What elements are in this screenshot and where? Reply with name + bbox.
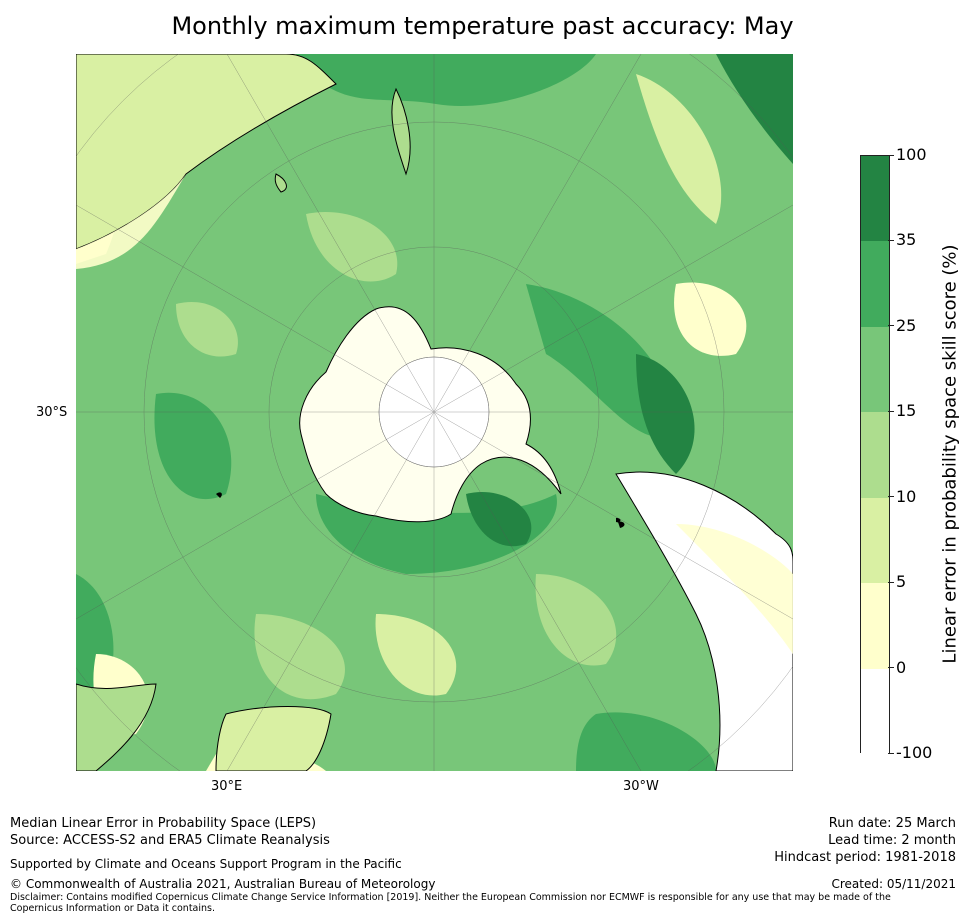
footer-disclaimer: Disclaimer: Contains modified Copernicus… xyxy=(10,892,891,914)
footer-source: Source: ACCESS-S2 and ERA5 Climate Reana… xyxy=(10,833,330,848)
colorbar-tick xyxy=(888,581,894,583)
colorbar-tick xyxy=(888,325,894,327)
colorbar-segment xyxy=(861,241,889,328)
colorbar-tick-label: 100 xyxy=(896,145,927,164)
colorbar-tick xyxy=(888,667,894,669)
colorbar-tick xyxy=(888,410,894,412)
footer-created: Created: 05/11/2021 xyxy=(831,877,956,891)
lon-label-30e: 30°E xyxy=(211,779,243,794)
colorbar-tick-label: 15 xyxy=(896,401,917,421)
colorbar-segment xyxy=(861,156,889,242)
colorbar-tick-label: 5 xyxy=(896,572,907,592)
colorbar-tick-label: 0 xyxy=(896,657,907,677)
skill-map xyxy=(76,54,793,771)
lat-label-30s: 30°S xyxy=(36,405,68,420)
colorbar-segment xyxy=(861,668,889,755)
colorbar-tick-label: -100 xyxy=(896,743,933,762)
footer-hindcast: Hindcast period: 1981-2018 xyxy=(774,850,956,865)
colorbar xyxy=(860,155,890,755)
map-title: Monthly maximum temperature past accurac… xyxy=(171,12,794,40)
colorbar-tick xyxy=(888,239,894,241)
polar-map xyxy=(76,54,793,771)
graticule xyxy=(76,54,793,771)
landmass xyxy=(76,54,793,771)
colorbar-tick xyxy=(888,496,894,498)
colorbar-segment xyxy=(861,497,889,584)
footer-support: Supported by Climate and Oceans Support … xyxy=(10,857,402,871)
colorbar-tick xyxy=(888,154,894,156)
lon-label-30w: 30°W xyxy=(623,779,659,794)
colorbar-segment xyxy=(861,326,889,413)
footer-copyright: © Commonwealth of Australia 2021, Austra… xyxy=(10,877,436,891)
colorbar-tick-label: 25 xyxy=(896,315,917,335)
colorbar-segment xyxy=(861,412,889,499)
colorbar-tick xyxy=(888,752,894,754)
footer-leps: Median Linear Error in Probability Space… xyxy=(10,816,317,831)
colorbar-tick-label: 35 xyxy=(896,230,917,250)
colorbar-title: Linear error in probability space skill … xyxy=(939,244,961,664)
footer-lead-time: Lead time: 2 month xyxy=(828,833,956,848)
footer-run-date: Run date: 25 March xyxy=(828,816,956,831)
colorbar-tick-label: 10 xyxy=(896,486,917,506)
colorbar-segment xyxy=(861,583,889,670)
